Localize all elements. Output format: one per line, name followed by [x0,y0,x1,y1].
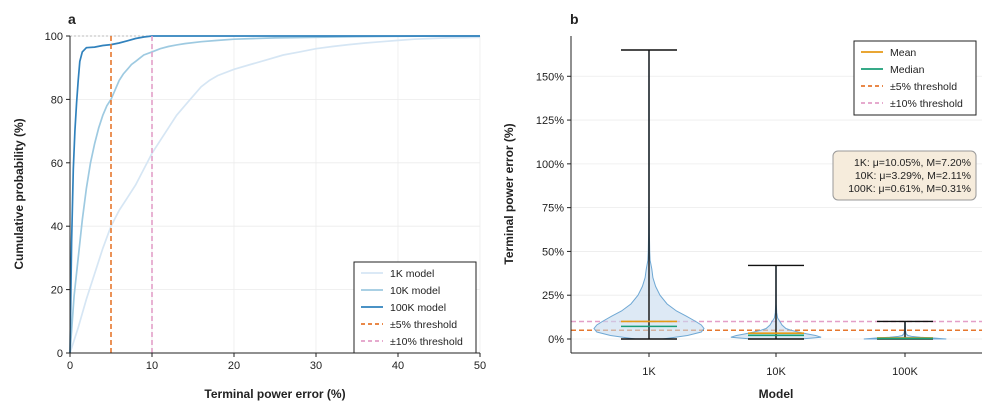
violin-legend-entry-mean: Mean [890,47,916,59]
cdf-y-tick-label: 0 [57,348,63,360]
cdf-x-tick-label: 10 [146,360,158,372]
violin-legend-entry-5-threshold: ±5% threshold [890,81,957,93]
violin-y-tick-label: 125% [536,115,564,127]
cdf-x-tick-label: 50 [474,360,486,372]
cdf-legend-entry-5-threshold: ±5% threshold [390,319,457,331]
cdf-x-tick-label: 20 [228,360,240,372]
cdf-x-tick-label: 0 [67,360,73,372]
panel-label-b: b [570,11,579,27]
violin-panel: b 0% 25% 50% 75% 100% 125% 150% 1K 10K 100K Model… [502,11,982,401]
panel-label-a: a [68,11,76,27]
stats-annotation-line-2: 100K: μ=0.61%, M=0.31% [848,183,971,195]
cdf-legend-entry-10k-model: 10K model [390,285,440,297]
cdf-y-tick-label: 40 [51,221,63,233]
cdf-y-tick-label: 80 [51,94,63,106]
violin-ticks: 0% 25% 50% 75% 100% 125% 150% 1K 10K 100K [536,71,919,378]
cdf-series-line-1k-model [69,36,481,354]
cdf-legend: 1K model 10K model 100K model ±5% threshold… [353,261,477,354]
cdf-series-line-10k-model [69,35,480,354]
violin-legend-entry-10-threshold: ±10% threshold [890,98,963,110]
violin-y-axis-label: Terminal power error (%) [502,123,516,264]
stats-annotation-box: 1K: μ=10.05%, M=7.20%10K: μ=3.29%, M=2.1… [832,150,977,201]
violin-y-tick-label: 50% [542,246,564,258]
cdf-y-tick-label: 20 [51,285,63,297]
violin-legend: Mean Median ±5% threshold ±10% threshold [853,40,977,116]
cdf-ticks: 0 10 20 30 40 50 0 20 40 60 80 100 [45,31,486,372]
cdf-series-group [69,35,481,354]
cdf-x-tick-label: 40 [392,360,404,372]
cdf-y-tick-label: 60 [51,158,63,170]
violin-y-tick-label: 150% [536,71,564,83]
cdf-panel: a 0 10 20 30 40 50 0 20 40 60 80 100 Terminal power… [12,11,486,401]
stats-annotation-line-0: 1K: μ=10.05%, M=7.20% [854,157,971,169]
violin-legend-entry-median: Median [890,64,925,76]
cdf-y-tick-label: 100 [45,31,63,43]
violin-x-axis-label: Model [759,387,794,401]
violin-y-tick-label: 0% [548,334,564,346]
violin-y-tick-label: 100% [536,159,564,171]
cdf-y-axis-label: Cumulative probability (%) [12,118,26,269]
violin-y-tick-label: 25% [542,290,564,302]
violin-x-tick-label-1k: 1K [642,366,656,378]
stats-annotation-line-1: 10K: μ=3.29%, M=2.11% [855,170,971,182]
cdf-x-axis-label: Terminal power error (%) [204,387,345,401]
violin-y-tick-label: 75% [542,203,564,215]
cdf-legend-entry-1k-model: 1K model [390,268,434,280]
violin-x-tick-label-10k: 10K [766,366,786,378]
violin-legend-frame [853,40,977,116]
violin-group [593,49,947,340]
cdf-legend-entry-10-threshold: ±10% threshold [390,336,463,348]
stats-annotation-frame [832,150,977,201]
violin-x-tick-label-100k: 100K [892,366,918,378]
cdf-legend-entry-100k-model: 100K model [390,302,446,314]
cdf-x-tick-label: 30 [310,360,322,372]
